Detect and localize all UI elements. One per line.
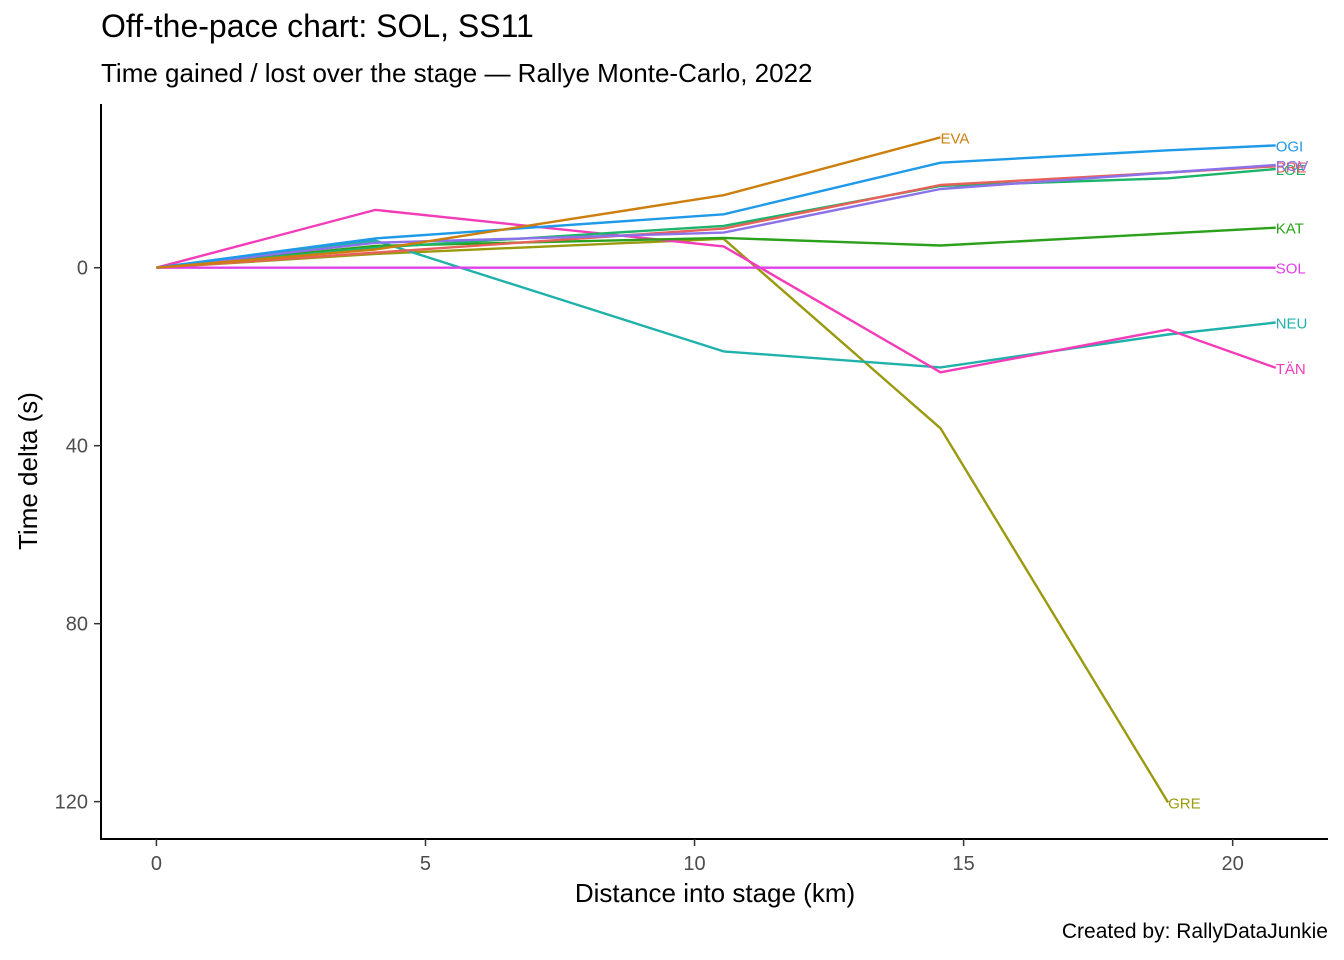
series-label-rov: ROV [1276, 158, 1309, 175]
x-axis-title: Distance into stage (km) [575, 878, 855, 908]
y-tick-label: 120 [55, 792, 88, 814]
series-label-loe: LOE [1276, 162, 1306, 179]
series-label-neu: NEU [1276, 315, 1308, 332]
series-label-kat: KAT [1276, 221, 1304, 238]
series-line-gre [156, 237, 1170, 804]
chart-caption: Created by: RallyDataJunkie [1061, 920, 1328, 943]
x-tick-label: 0 [151, 853, 162, 875]
series-label-gre: GRE [1168, 796, 1201, 813]
series-label-ogi: OGI [1276, 138, 1304, 155]
axis-layer: 0 5 10 15 20 0 40 80 120 [55, 258, 1244, 875]
series-label-bre: BRE [1276, 159, 1307, 176]
series-label-tän: TÄN [1276, 361, 1306, 378]
series-line-eva [156, 136, 941, 269]
series-line-neu [156, 239, 1276, 369]
y-tick-label: 80 [66, 614, 88, 636]
y-axis-title: Time delta (s) [13, 392, 43, 550]
x-tick-label: 20 [1222, 853, 1244, 875]
x-tick-label: 5 [420, 853, 431, 875]
series-line-tän [156, 208, 1277, 374]
y-tick-label: 0 [77, 258, 88, 280]
series-line-rov [156, 163, 1276, 269]
y-tick-label: 40 [66, 436, 88, 458]
chart-subtitle: Time gained / lost over the stage — Rall… [101, 58, 813, 88]
x-tick-label: 15 [952, 853, 974, 875]
chart-title: Off-the-pace chart: SOL, SS11 [101, 8, 534, 44]
x-tick-label: 10 [683, 853, 705, 875]
series-label-sol: SOL [1276, 261, 1306, 278]
series-label-eva: EVA [940, 130, 969, 147]
series-line-ogi [156, 144, 1276, 269]
